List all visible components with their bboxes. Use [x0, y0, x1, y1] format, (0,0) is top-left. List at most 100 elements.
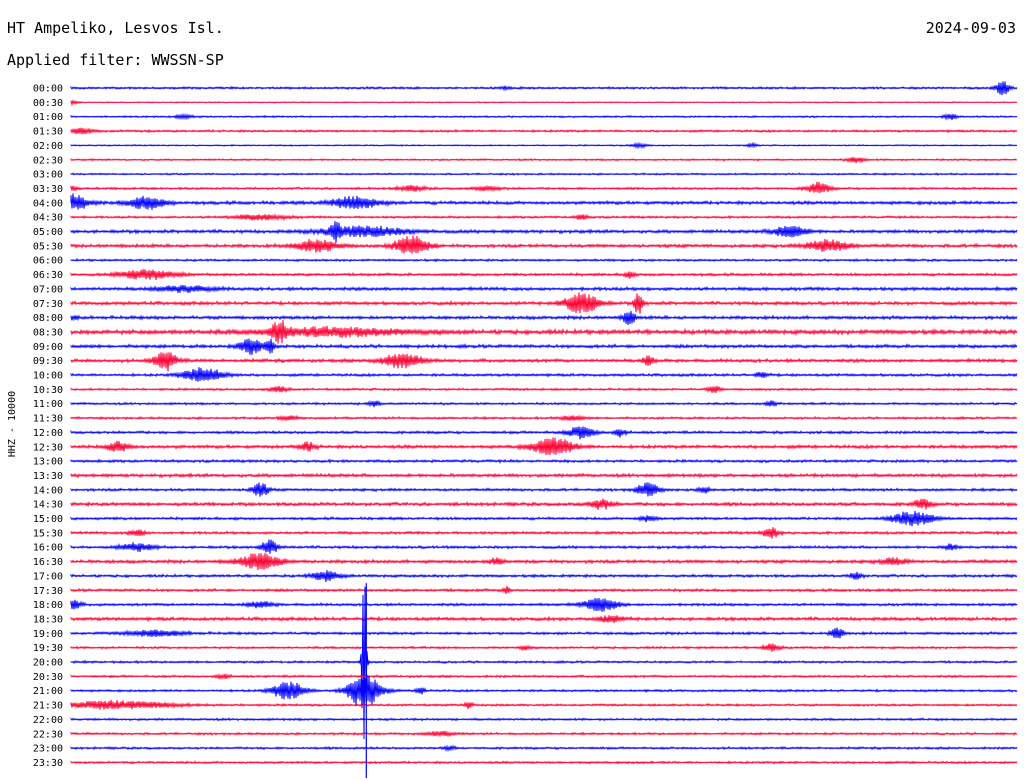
- row-time-label: 10:30: [33, 385, 63, 396]
- row-time-label: 03:30: [33, 184, 63, 195]
- seismic-trace-row: [70, 699, 1018, 710]
- row-time-label: 11:30: [33, 414, 63, 425]
- row-time-label: 23:30: [33, 758, 63, 769]
- row-time-label: 20:30: [33, 672, 63, 683]
- seismic-trace-row: [70, 181, 1018, 194]
- seismic-trace-row: [70, 269, 1018, 280]
- seismic-trace-row: [70, 627, 1018, 639]
- seismic-trace-row: [70, 673, 1018, 681]
- station-title: HT Ampeliko, Lesvos Isl.: [7, 19, 224, 37]
- row-time-label: 18:30: [33, 614, 63, 625]
- seismic-trace-row: [70, 81, 1018, 96]
- row-time-label: 06:00: [33, 256, 63, 267]
- seismic-trace-row: [70, 156, 1018, 164]
- seismic-trace-row: [70, 643, 1018, 652]
- row-time-label: 12:00: [33, 428, 63, 439]
- seismic-trace-row: [70, 193, 1018, 210]
- seismic-trace-row: [70, 760, 1018, 765]
- row-time-label: 00:30: [33, 98, 63, 109]
- row-time-label: 15:30: [33, 528, 63, 539]
- row-time-label: 16:30: [33, 557, 63, 568]
- row-time-label: 07:30: [33, 299, 63, 310]
- seismic-trace-row: [70, 257, 1018, 263]
- row-time-label: 01:00: [33, 112, 63, 123]
- seismic-trace-row: [70, 172, 1018, 176]
- row-time-label: 07:00: [33, 284, 63, 295]
- row-time-label: 14:30: [33, 500, 63, 511]
- row-time-label: 14:00: [33, 485, 63, 496]
- row-time-label: 05:30: [33, 241, 63, 252]
- row-time-label: 11:00: [33, 399, 63, 410]
- seismic-trace-row: [70, 426, 1018, 440]
- seismic-trace-row: [70, 127, 1018, 135]
- filter-label: Applied filter: WWSSN-SP: [7, 51, 224, 69]
- row-time-label: 04:30: [33, 213, 63, 224]
- row-time-label: 01:30: [33, 127, 63, 138]
- seismic-trace-row: [70, 730, 1018, 738]
- seismic-trace-row: [70, 285, 1018, 294]
- seismic-trace-row: [70, 552, 1018, 571]
- seismic-trace-row: [70, 338, 1018, 355]
- row-time-label: 19:00: [33, 629, 63, 640]
- tick-label-group: 00:00 00:30 01:00 01:30 02:00 02:30 03:00 03:30…: [33, 84, 63, 769]
- seismic-trace-row: [70, 437, 1018, 456]
- seismic-trace-row: [70, 292, 1018, 314]
- trace-group: [70, 81, 1018, 778]
- seismic-trace-row: [70, 717, 1018, 722]
- plot-date: 2024-09-03: [925, 19, 1016, 37]
- row-time-label: 13:30: [33, 471, 63, 482]
- seismic-trace-row: [70, 674, 1018, 709]
- seismic-trace-row: [70, 367, 1018, 382]
- seismic-trace-row: [70, 141, 1018, 150]
- seismic-trace-row: [70, 585, 1018, 594]
- seismic-trace-row: [70, 482, 1018, 497]
- seismic-trace-row: [70, 213, 1018, 222]
- row-time-label: 10:00: [33, 371, 63, 382]
- row-time-label: 12:30: [33, 442, 63, 453]
- row-time-label: 13:00: [33, 457, 63, 468]
- seismic-trace-row: [70, 221, 1018, 243]
- seismic-trace-row: [70, 744, 1018, 753]
- row-time-label: 09:30: [33, 356, 63, 367]
- seismic-trace-row: [70, 539, 1018, 554]
- row-time-label: 03:00: [33, 170, 63, 181]
- seismic-trace-row: [70, 319, 1018, 344]
- row-time-label: 18:00: [33, 600, 63, 611]
- seismic-trace-row: [70, 399, 1018, 408]
- seismic-trace-row: [70, 527, 1018, 539]
- row-time-label: 23:00: [33, 744, 63, 755]
- row-time-label: 04:00: [33, 198, 63, 209]
- seismic-trace-row: [70, 112, 1018, 121]
- row-time-label: 19:30: [33, 643, 63, 654]
- seismic-trace-row: [70, 458, 1018, 464]
- row-time-label: 00:00: [33, 84, 63, 95]
- row-time-label: 16:00: [33, 543, 63, 554]
- seismic-trace-row: [70, 472, 1018, 479]
- row-time-label: 08:00: [33, 313, 63, 324]
- row-time-label: 02:30: [33, 155, 63, 166]
- seismic-trace-row: [70, 597, 1018, 612]
- row-time-label: 06:30: [33, 270, 63, 281]
- seismic-trace-row: [70, 498, 1018, 510]
- seismic-trace-row: [70, 586, 1018, 740]
- row-time-label: 17:30: [33, 586, 63, 597]
- row-time-label: 22:30: [33, 729, 63, 740]
- row-time-label: 21:30: [33, 701, 63, 712]
- seismic-trace-row: [70, 385, 1018, 394]
- seismic-trace-row: [70, 414, 1018, 422]
- seismic-trace-row: [70, 570, 1018, 582]
- seismic-trace-row: [70, 235, 1018, 254]
- seismic-trace-row: [70, 352, 1018, 372]
- row-time-label: 22:00: [33, 715, 63, 726]
- row-time-label: 15:00: [33, 514, 63, 525]
- seismic-trace-row: [70, 511, 1018, 527]
- row-time-label: 21:00: [33, 686, 63, 697]
- row-time-label: 08:30: [33, 327, 63, 338]
- row-time-label: 05:00: [33, 227, 63, 238]
- row-time-label: 02:00: [33, 141, 63, 152]
- seismic-trace-row: [70, 310, 1018, 325]
- seismic-trace-row: [70, 98, 1018, 107]
- row-time-label: 20:00: [33, 658, 63, 669]
- y-axis-label: HHZ - 10000: [7, 391, 18, 457]
